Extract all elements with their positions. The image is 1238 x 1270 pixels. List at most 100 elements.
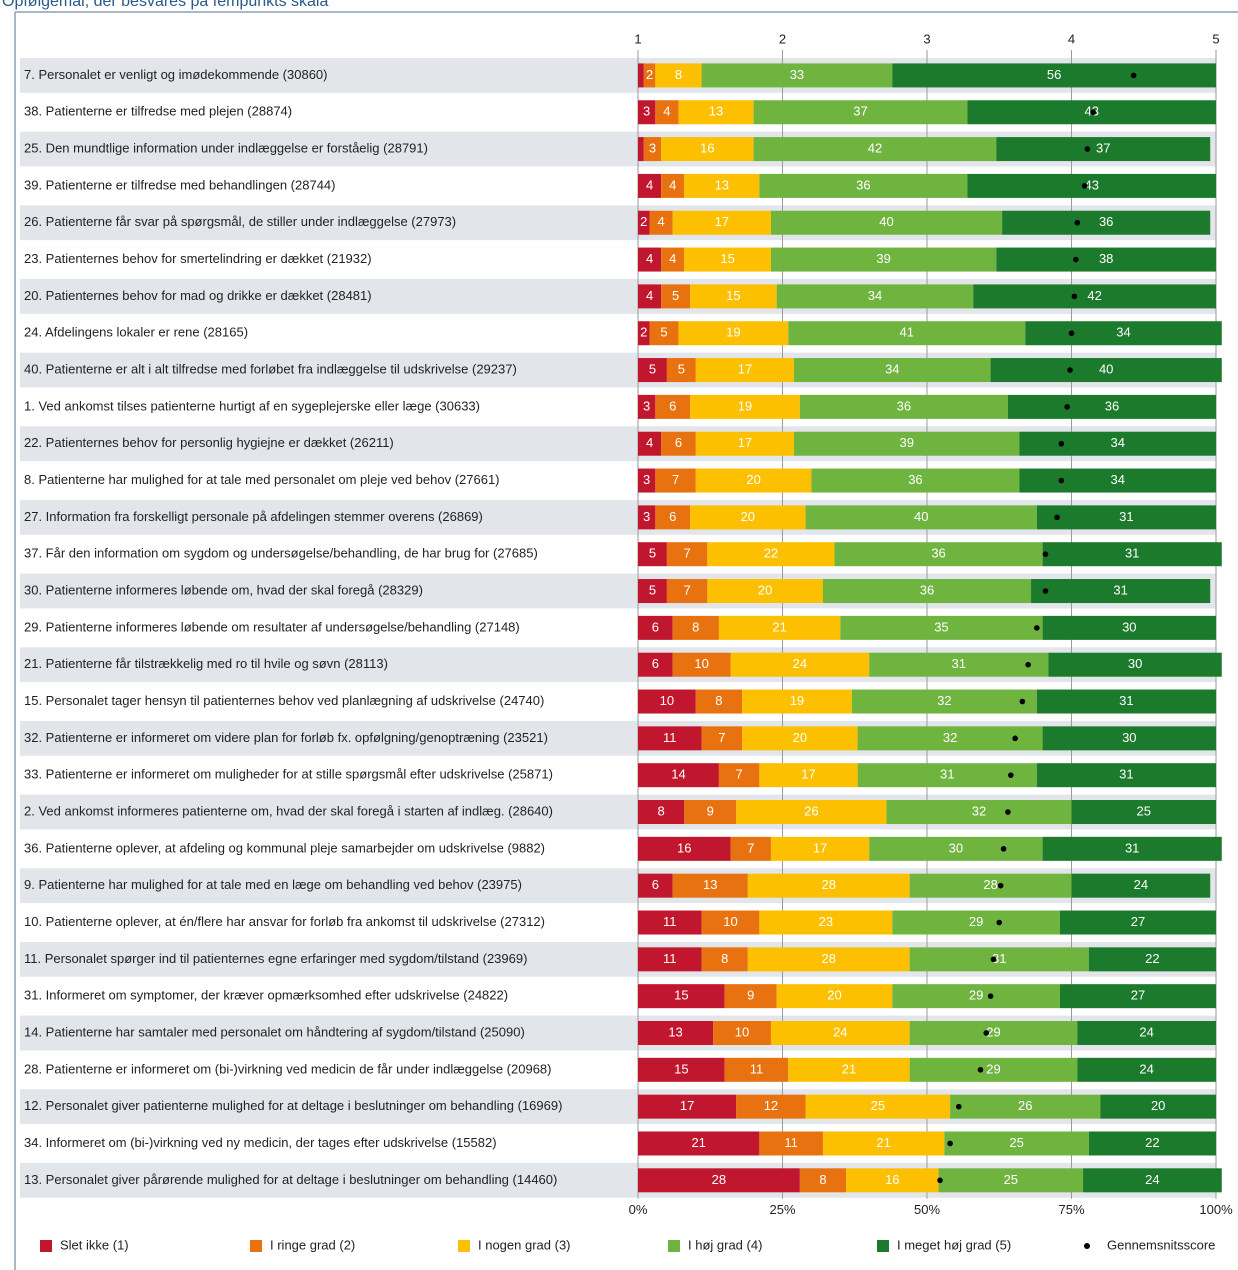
bar-segment — [892, 910, 1060, 935]
data-label: 8 — [721, 951, 728, 966]
data-label: 9 — [707, 803, 714, 818]
bar-segment — [690, 394, 800, 419]
bar-segment — [713, 1020, 771, 1045]
x2-tick-label: 2 — [779, 31, 786, 46]
bar-segment — [638, 505, 656, 530]
data-label: 2 — [640, 325, 647, 340]
bar-segment — [1077, 1057, 1216, 1082]
data-label: 27 — [1131, 988, 1145, 1003]
data-label: 24 — [1134, 877, 1148, 892]
bar-segment — [638, 800, 685, 825]
x-tick-label: 25% — [769, 1202, 795, 1217]
bar-segment — [649, 210, 673, 235]
mean-dot — [1067, 367, 1073, 373]
data-label: 30 — [1122, 730, 1136, 745]
mean-dot — [937, 1177, 943, 1184]
data-label: 34 — [1111, 472, 1125, 487]
bar-segment — [770, 210, 1003, 235]
data-label: 5 — [649, 582, 656, 597]
bar-segment — [730, 652, 870, 677]
bar-segment — [1059, 984, 1216, 1009]
bar-segment — [909, 1057, 1078, 1082]
bar-segment — [724, 1057, 789, 1082]
data-label: 24 — [793, 656, 807, 671]
data-label: 29 — [986, 1061, 1000, 1076]
legend-swatch — [458, 1240, 470, 1252]
mean-dot — [947, 1140, 953, 1147]
y-tick-label: 20. Patienternes behov for mad og drikke… — [24, 288, 372, 303]
y-tick-label: 34. Informeret om (bi-)virkning ved ny m… — [24, 1135, 497, 1150]
legend-label: Gennemsnitsscore — [1107, 1237, 1215, 1252]
bar-segment — [638, 100, 656, 125]
bar-segment — [666, 579, 708, 604]
bar-segment — [638, 1020, 714, 1045]
bar-segment — [649, 321, 679, 346]
mean-dot — [996, 919, 1003, 926]
bar-segment — [788, 1057, 910, 1082]
data-label: 11 — [750, 1061, 764, 1076]
data-label: 27 — [1131, 914, 1145, 929]
data-label: 15 — [726, 288, 740, 303]
data-label: 11 — [663, 730, 677, 745]
data-label: 11 — [663, 951, 677, 966]
legend-label: I høj grad (4) — [688, 1237, 762, 1252]
bar-segment — [747, 873, 910, 898]
bar-segment — [776, 284, 974, 309]
data-label: 16 — [885, 1172, 899, 1187]
legend-label: I meget høj grad (5) — [897, 1237, 1011, 1252]
data-label: 28 — [712, 1172, 726, 1187]
bar-segment — [759, 173, 968, 198]
mean-dot — [1019, 698, 1026, 705]
data-label: 5 — [660, 325, 667, 340]
bar-segment — [1088, 947, 1216, 972]
bar-segment — [638, 210, 650, 235]
data-label: 2 — [646, 67, 653, 82]
data-label: 29 — [986, 1024, 1000, 1039]
bar-segment — [909, 1020, 1078, 1045]
data-label: 22 — [1145, 951, 1159, 966]
bar-segment — [638, 652, 673, 677]
mean-dot — [1074, 219, 1081, 226]
data-label: 37 — [1096, 141, 1110, 156]
data-label: 15 — [720, 251, 734, 266]
mean-dot — [987, 993, 994, 999]
data-label: 20 — [793, 730, 807, 745]
mean-dot — [977, 1067, 984, 1073]
bar-segment — [724, 984, 777, 1009]
bar-segment — [655, 505, 691, 530]
data-label: 34 — [1116, 325, 1130, 340]
data-label: 22 — [1145, 1135, 1159, 1150]
bar-segment — [1077, 1020, 1216, 1045]
bar-segment — [967, 173, 1216, 198]
data-label: 24 — [1139, 1061, 1153, 1076]
bar-segment — [1042, 615, 1216, 640]
data-label: 38 — [1099, 251, 1113, 266]
y-tick-label: 22. Patienternes behov for personlig hyg… — [24, 435, 394, 450]
data-label: 19 — [726, 325, 740, 340]
y-tick-label: 27. Information fra forskelligt personal… — [24, 509, 483, 524]
data-label: 3 — [643, 104, 650, 119]
data-label: 36 — [920, 582, 934, 597]
data-label: 21 — [691, 1135, 705, 1150]
data-label: 4 — [663, 104, 670, 119]
data-label: 8 — [692, 619, 699, 634]
data-label: 31 — [1125, 546, 1139, 561]
data-label: 32 — [943, 730, 957, 745]
bar-segment — [996, 137, 1211, 162]
bar-segment — [742, 689, 852, 714]
bar-segment — [638, 1094, 737, 1119]
legend-swatch — [40, 1240, 52, 1252]
bar-segment — [759, 910, 893, 935]
data-label: 29 — [969, 914, 983, 929]
data-label: 40 — [914, 509, 928, 524]
y-tick-label: 2. Ved ankomst informeres patienterne om… — [24, 803, 553, 818]
bar-segment — [747, 947, 910, 972]
bar-segment — [638, 689, 696, 714]
bar-segment — [770, 247, 997, 272]
data-label: 31 — [1113, 582, 1127, 597]
bar-segment — [736, 800, 887, 825]
data-label: 13 — [709, 104, 723, 119]
bar-segment — [938, 1168, 1084, 1193]
data-label: 35 — [934, 619, 948, 634]
data-label: 15 — [674, 1061, 688, 1076]
